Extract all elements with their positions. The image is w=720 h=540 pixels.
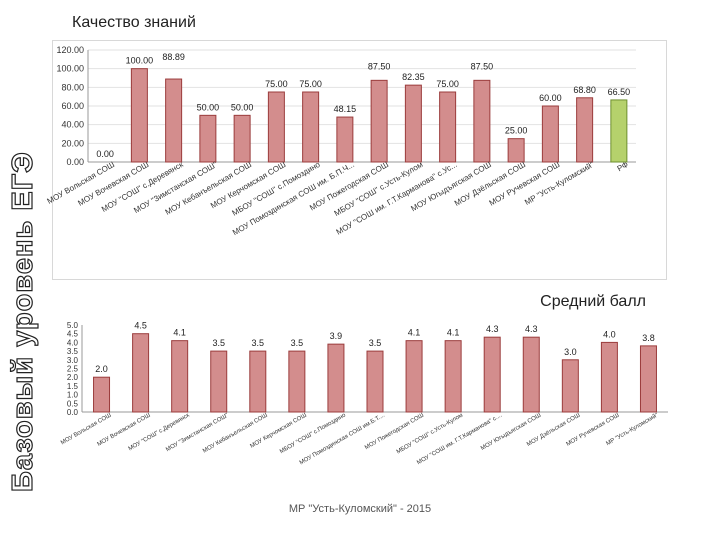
bar [267,91,285,163]
data-label: 3.9 [330,331,343,341]
bar [165,78,183,163]
bar [327,343,345,413]
y-tick-label: 4.0 [67,338,79,347]
y-tick-label: 40.00 [61,120,84,130]
bar [130,68,148,163]
data-label: 4.1 [408,328,421,338]
x-tick-label: МБОУ "СОШ" с.Помоздино [279,412,348,455]
bar [171,340,189,413]
side-title: Базовый уровень ЕГЭ [6,151,39,493]
bar [561,359,579,413]
y-tick-label: 1.0 [67,391,79,400]
bar [473,79,491,163]
data-label: 68.80 [573,85,596,95]
data-label: 50.00 [231,102,254,112]
bar [132,333,150,413]
bar [302,91,320,163]
y-tick-label: 0.00 [66,157,84,167]
bar [336,116,354,163]
bar [576,97,594,163]
bar [288,350,306,413]
data-label: 87.50 [368,61,391,71]
y-tick-label: 60.00 [61,101,84,111]
y-tick-label: 0.0 [67,408,79,417]
bar [405,340,423,413]
y-tick-label: 3.0 [67,356,79,365]
y-tick-label: 20.00 [61,138,84,148]
chart2-title: Средний балл [540,293,646,310]
y-tick-label: 0.5 [67,399,79,408]
data-label: 4.3 [486,324,499,334]
data-label: 3.0 [564,347,577,357]
y-tick-label: 2.5 [67,365,79,374]
y-tick-label: 5.0 [67,321,79,330]
data-label: 48.15 [334,104,357,114]
data-label: 25.00 [505,126,528,136]
bar [370,79,388,163]
x-tick-label: МОУ Помоздинская СОШ им.Б.Т.... [299,412,387,466]
data-label: 100.00 [126,56,154,66]
bar [444,340,462,413]
y-tick-label: 120.00 [56,45,84,55]
y-tick-label: 80.00 [61,82,84,92]
data-label: 75.00 [299,79,322,89]
bar [600,341,618,413]
bar [93,376,111,413]
data-label: 4.1 [447,328,460,338]
x-tick-label: МБОУ "СОШ" с.Усть-Кулом [396,413,464,456]
data-label: 66.50 [608,87,631,97]
y-tick-label: 100.00 [56,64,84,74]
footer: МР "Усть-Куломский" - 2015 [288,503,432,515]
chart1-title: Качество знаний [72,14,196,31]
y-tick-label: 2.0 [67,373,79,382]
bar [639,345,657,413]
data-label: 4.0 [603,329,616,339]
x-tick-label: МОУ "СОШ им. Г.Т.Карманова" с.... [416,412,503,466]
y-tick-label: 1.5 [67,382,79,391]
data-label: 75.00 [436,79,459,89]
y-tick-label: 3.5 [67,347,79,356]
data-label: 3.5 [369,338,382,348]
data-label: 4.5 [134,321,147,331]
data-label: 60.00 [539,93,562,103]
chart1-frame [52,40,667,280]
data-label: 3.5 [291,338,304,348]
y-tick-label: 4.5 [67,330,79,339]
data-label: 0.00 [96,149,114,159]
bar [439,91,457,163]
data-label: 50.00 [197,102,220,112]
bar [522,336,540,413]
data-label: 75.00 [265,79,288,89]
bar [199,114,217,163]
data-label: 2.0 [95,364,108,374]
data-label: 3.5 [252,338,265,348]
data-label: 3.8 [642,333,655,343]
data-label: 4.1 [173,328,186,338]
bar [210,350,228,413]
bar [404,84,422,163]
bar [249,350,267,413]
bar [610,99,628,163]
bar [541,105,559,163]
data-label: 87.50 [471,61,494,71]
data-label: 88.89 [162,52,185,62]
x-tick-label: МОУ Кебанъельская СОШ [202,413,269,455]
x-tick-label: МОУ "Зимстанская СОШ" [165,413,230,454]
bar [233,114,251,163]
data-label: 82.35 [402,72,425,82]
bar [483,336,501,413]
data-label: 4.3 [525,324,538,334]
side-title-text: Базовый уровень ЕГЭ [7,151,39,492]
bar [366,350,384,413]
bar [507,138,525,163]
data-label: 3.5 [212,338,225,348]
